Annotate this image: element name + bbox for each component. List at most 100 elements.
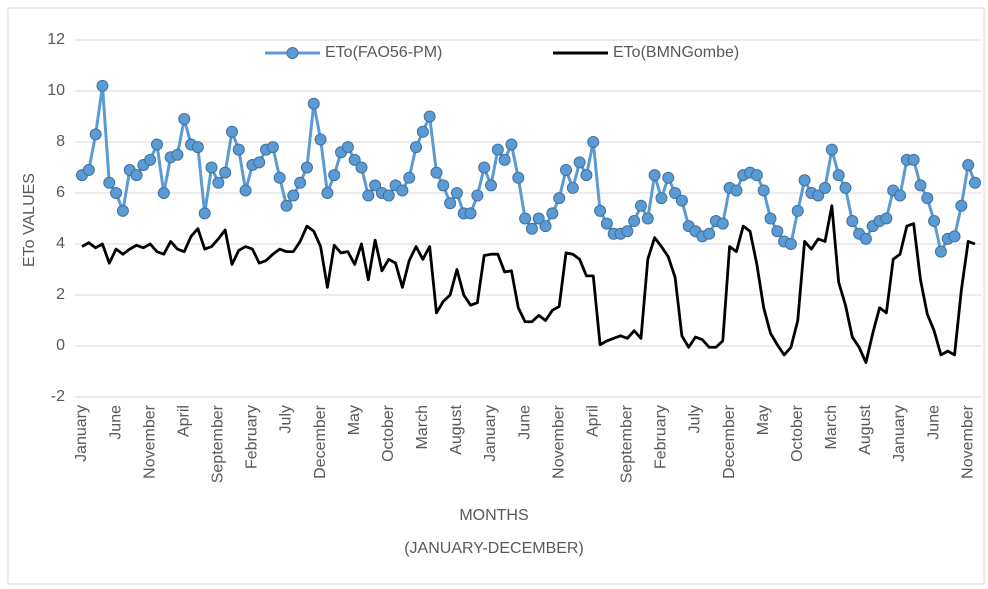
data-point xyxy=(655,192,668,205)
data-point xyxy=(485,179,498,192)
data-point xyxy=(628,215,641,228)
data-point xyxy=(212,176,225,189)
x-tick-label: May xyxy=(755,405,772,435)
x-tick-label: November xyxy=(141,404,158,478)
y-tick-label: 8 xyxy=(56,133,65,150)
data-point xyxy=(750,169,763,182)
x-tick-label: September xyxy=(210,404,227,483)
data-point xyxy=(703,227,716,240)
data-point xyxy=(239,184,252,197)
data-point xyxy=(273,171,286,184)
data-point xyxy=(955,199,968,212)
data-point xyxy=(178,113,191,126)
data-point xyxy=(396,184,409,197)
data-point xyxy=(539,220,552,233)
x-tick-label: August xyxy=(857,404,874,454)
data-point xyxy=(82,164,95,177)
data-point xyxy=(382,189,395,202)
x-tick-label: January xyxy=(482,405,499,462)
data-point xyxy=(130,169,143,182)
x-tick-label: December xyxy=(721,404,738,478)
x-axis-title: (JANUARY-DECEMBER) xyxy=(404,540,584,557)
data-point xyxy=(914,179,927,192)
data-point xyxy=(573,156,586,169)
data-point xyxy=(566,181,579,194)
data-point xyxy=(907,153,920,166)
data-point xyxy=(103,176,116,189)
data-point xyxy=(859,232,872,245)
data-point xyxy=(307,97,320,110)
data-point xyxy=(669,187,682,199)
x-tick-label: June xyxy=(107,405,124,440)
data-point xyxy=(798,174,811,187)
data-point xyxy=(150,138,163,151)
legend-label: ETo(BMNGombe) xyxy=(613,44,739,61)
data-point xyxy=(437,179,450,192)
data-point xyxy=(471,189,484,202)
data-point xyxy=(423,110,436,123)
data-point xyxy=(321,187,334,199)
data-point xyxy=(328,169,341,182)
data-point xyxy=(416,125,429,138)
data-point xyxy=(253,156,266,169)
data-point xyxy=(730,184,743,197)
data-point xyxy=(894,189,907,202)
data-point xyxy=(587,136,600,148)
data-point xyxy=(171,148,184,161)
data-point xyxy=(450,187,463,199)
chart-frame xyxy=(7,7,985,585)
data-point xyxy=(662,171,675,184)
y-tick-label: 6 xyxy=(56,184,65,201)
data-point xyxy=(846,215,859,228)
x-tick-label: June xyxy=(516,405,533,440)
data-point xyxy=(559,164,572,177)
data-point xyxy=(519,212,532,225)
data-point xyxy=(921,192,934,205)
data-point xyxy=(341,141,354,154)
x-tick-label: March xyxy=(823,405,840,449)
x-tick-label: July xyxy=(687,405,704,433)
y-tick-label: -2 xyxy=(51,388,65,405)
x-tick-label: August xyxy=(448,404,465,454)
x-tick-label: October xyxy=(380,404,397,462)
data-point xyxy=(294,176,307,189)
data-point xyxy=(825,143,838,156)
data-point xyxy=(505,138,518,151)
data-point xyxy=(934,245,947,258)
data-point xyxy=(225,125,238,138)
data-point xyxy=(600,217,613,230)
data-point xyxy=(580,169,593,182)
data-point xyxy=(594,204,607,217)
x-tick-label: July xyxy=(278,405,295,433)
data-point xyxy=(348,153,361,166)
data-point xyxy=(812,189,825,202)
x-tick-label: November xyxy=(959,404,976,478)
y-tick-label: 2 xyxy=(56,286,65,303)
x-tick-label: April xyxy=(175,405,192,437)
data-point xyxy=(314,133,327,146)
data-point xyxy=(969,176,981,189)
data-point xyxy=(116,204,129,217)
x-tick-label: January xyxy=(891,405,908,462)
data-point xyxy=(198,207,211,220)
data-point xyxy=(110,187,123,199)
x-tick-label: January xyxy=(73,405,90,462)
series-line xyxy=(81,204,976,364)
x-tick-label: October xyxy=(789,404,806,462)
data-point xyxy=(757,184,770,197)
data-point xyxy=(362,189,375,202)
series-line xyxy=(81,84,977,254)
legend-label: ETo(FAO56-PM) xyxy=(325,44,442,61)
data-point xyxy=(962,158,975,171)
data-point xyxy=(157,187,170,199)
y-tick-label: 10 xyxy=(47,82,65,99)
x-tick-label: December xyxy=(312,404,329,478)
data-point xyxy=(928,215,941,228)
y-tick-label: 0 xyxy=(56,337,65,354)
data-point xyxy=(525,222,538,235)
data-point xyxy=(771,225,784,238)
data-point xyxy=(287,189,300,202)
data-point xyxy=(205,161,218,174)
data-point xyxy=(791,204,804,217)
data-point xyxy=(232,143,245,156)
